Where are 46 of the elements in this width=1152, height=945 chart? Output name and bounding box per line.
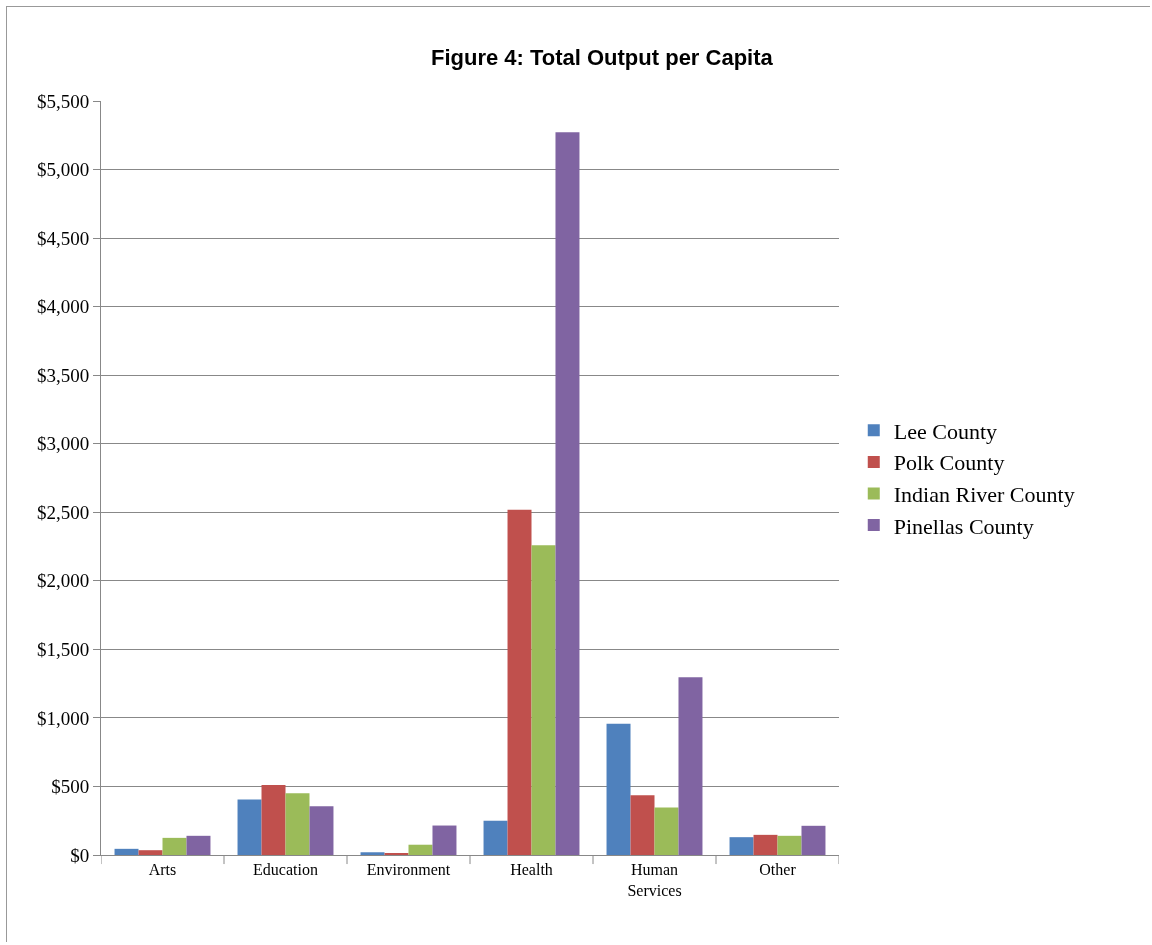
bar: [777, 835, 802, 855]
legend-label: Lee County: [893, 418, 998, 444]
legend-label: Indian River County: [893, 482, 1075, 508]
bar: [507, 509, 532, 855]
bar: [237, 799, 262, 855]
y-tick-label: $5,500: [36, 90, 90, 112]
y-tick-label: $3,500: [36, 364, 90, 386]
bar: [261, 785, 286, 855]
bar: [753, 834, 778, 855]
bar: [408, 844, 433, 855]
bar: [360, 852, 385, 855]
bar: [186, 835, 211, 855]
chart-title: Figure 4: Total Output per Capita: [430, 44, 774, 70]
y-tick-label: $4,500: [36, 227, 90, 249]
bar: [606, 723, 631, 855]
bar: [729, 837, 754, 855]
y-tick-label: $2,500: [36, 501, 90, 523]
y-tick-label: $0: [70, 844, 90, 866]
y-tick-label: $1,500: [36, 639, 90, 661]
x-tick-label: Environment: [366, 861, 451, 879]
y-tick-label: $5,000: [36, 159, 90, 181]
y-tick-label: $4,000: [36, 296, 90, 318]
y-tick-label: $3,000: [36, 433, 90, 455]
bar: [654, 807, 679, 855]
x-tick-label: Health: [510, 861, 553, 879]
x-tick-label: Arts: [148, 861, 177, 879]
x-tick-label: Human Services: [627, 861, 682, 899]
bar: [801, 825, 826, 855]
legend-label: Polk County: [893, 450, 1005, 476]
legend-label: Pinellas County: [893, 513, 1034, 539]
bar: [138, 850, 163, 855]
bar: [114, 848, 139, 855]
bar: [555, 132, 580, 855]
bar: [483, 820, 508, 855]
y-tick-label: $1,000: [36, 707, 90, 729]
y-tick-label: $2,000: [36, 570, 90, 592]
x-tick-label: Other: [759, 861, 797, 879]
bar: [531, 545, 556, 855]
bar: [285, 793, 310, 855]
y-tick-label: $500: [51, 776, 90, 798]
x-tick-label: Education: [253, 861, 318, 879]
bar: [432, 825, 457, 855]
bar: [309, 806, 334, 855]
bar: [678, 677, 703, 855]
bar: [630, 795, 655, 855]
bar: [162, 837, 187, 855]
